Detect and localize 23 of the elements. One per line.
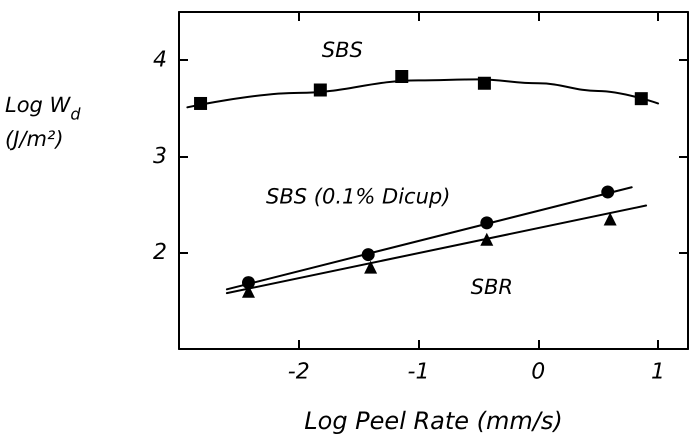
series-label: SBR (470, 275, 513, 300)
point (478, 76, 491, 90)
series-label: SBS (322, 38, 363, 62)
y-tick-label: 3 (153, 144, 167, 169)
point (601, 186, 614, 199)
point (364, 260, 378, 274)
point (395, 70, 408, 84)
point (194, 96, 208, 110)
x-tick-label: 1 (651, 360, 666, 384)
point (242, 276, 255, 290)
x-tick-label: 0 (531, 360, 546, 384)
y-tick-label: 4 (153, 48, 167, 73)
x-tick-label: -1 (408, 360, 430, 384)
x-tick-label: -2 (288, 360, 310, 384)
point (480, 232, 494, 246)
point (634, 92, 648, 106)
point (604, 212, 617, 226)
series-label: SBS (0.1% Dicup) (266, 184, 450, 209)
point (314, 83, 327, 96)
point (480, 216, 494, 230)
y-tick-label: 2 (153, 240, 167, 266)
x-axis-title: Log Peel Rate (mm/s) (304, 407, 563, 435)
point (362, 248, 375, 262)
